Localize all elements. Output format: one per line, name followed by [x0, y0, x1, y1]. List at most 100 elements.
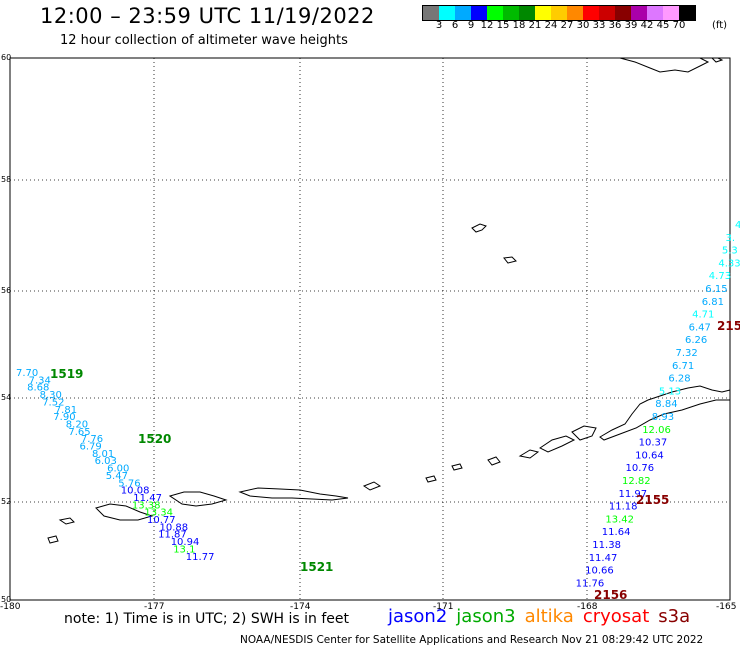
- wave-height-value: 11.18: [609, 502, 638, 513]
- color-scale-tick-label: 70: [672, 20, 686, 31]
- color-swatch: [567, 6, 583, 20]
- coastline-top-right: [619, 57, 710, 73]
- altimeter-tracks: 7.707.348.688.307.527.817.908.207.657.76…: [16, 220, 740, 602]
- pass-time-label: 1520: [138, 432, 171, 446]
- wave-height-value: 11.87: [158, 530, 187, 541]
- color-scale-tick-label: 33: [592, 20, 606, 31]
- color-swatch: [647, 6, 663, 20]
- wave-height-value: 11.47: [589, 553, 618, 564]
- color-swatch: [551, 6, 567, 20]
- wave-height-value: 10.94: [171, 537, 200, 548]
- wave-height-value: 7.34: [29, 375, 51, 386]
- footer-credit: NOAA/NESDIS Center for Satellite Applica…: [240, 634, 704, 646]
- island-chain-mid-1: [451, 463, 463, 471]
- color-scale-unit: (ft): [712, 20, 728, 31]
- color-scale-tick-label: 6: [451, 20, 459, 31]
- wave-height-value: 11.77: [186, 552, 215, 563]
- color-scale-tick-label: 3: [435, 20, 443, 31]
- latitude-label: 58: [1, 175, 12, 184]
- color-scale-tick-label: 30: [576, 20, 590, 31]
- color-scale-tick-label: 9: [467, 20, 475, 31]
- legend-item-altika: altika: [524, 606, 574, 627]
- wave-height-value: 8.01: [92, 449, 114, 460]
- longitude-label: -168: [577, 602, 598, 612]
- wave-height-value: 8.84: [655, 399, 677, 410]
- color-swatch: [663, 6, 679, 20]
- pass-time-label: 2155: [717, 319, 740, 333]
- wave-height-value: 7.76: [81, 434, 103, 445]
- color-scale-tick-label: 12: [480, 20, 494, 31]
- wave-height-value: 4.: [735, 220, 740, 231]
- latitude-label: 54: [1, 393, 12, 402]
- wave-height-value: 4.71: [692, 310, 714, 321]
- wave-height-value: 6.81: [702, 297, 724, 308]
- color-scale-tick-label: 42: [640, 20, 654, 31]
- wave-height-value: 10.88: [160, 522, 189, 533]
- page-subtitle: 12 hour collection of altimeter wave hei…: [60, 33, 348, 48]
- pass-time-label: 2155: [636, 493, 669, 507]
- wave-height-value: 6.71: [672, 361, 694, 372]
- island-chain-mid-3: [362, 481, 382, 491]
- color-swatch: [423, 6, 439, 20]
- longitude-label: -177: [144, 602, 165, 612]
- island-chain-mid-2: [425, 475, 437, 483]
- wave-height-value: 13.38: [132, 500, 161, 511]
- wave-height-value: 10.08: [121, 486, 150, 497]
- wave-height-value: 7.65: [68, 427, 90, 438]
- wave-height-value: 4.33: [718, 258, 740, 269]
- color-scale-labels: 3 6 9 12 15 18 21 24 27 30 33 36 39 42 45 70: [422, 20, 732, 34]
- wave-height-value: 5.3: [722, 246, 738, 257]
- color-swatch: [455, 6, 471, 20]
- color-swatch: [503, 6, 519, 20]
- color-swatch: [615, 6, 631, 20]
- color-scale-tick-label: 36: [608, 20, 622, 31]
- color-swatch: [631, 6, 647, 20]
- wave-height-value: 10.37: [639, 438, 668, 449]
- wave-height-value: 5.47: [106, 471, 128, 482]
- wave-height-value: 13.1: [173, 544, 195, 555]
- wave-height-value: 11.76: [576, 578, 605, 589]
- satellite-legend: jason2 jason3 altika cryosat s3a: [388, 606, 699, 627]
- altimeter-track: 4. 3. 5.34.33 4.73 6.15 6.81 4.716.47 6.26 7.32 6…: [576, 220, 740, 602]
- color-scale-tick-label: 18: [512, 20, 526, 31]
- color-scale-bar: [422, 5, 696, 21]
- longitude-label: -165: [716, 602, 737, 612]
- legend-item-jason3: jason3: [456, 606, 516, 627]
- legend-item-cryosat: cryosat: [582, 606, 650, 627]
- wave-height-value: 11.38: [592, 540, 621, 551]
- wave-height-value: 10.64: [635, 450, 664, 461]
- wave-height-value: 7.52: [42, 397, 64, 408]
- color-swatch: [471, 6, 487, 20]
- wave-height-value: 7.90: [53, 412, 75, 423]
- color-swatch: [535, 6, 551, 20]
- wave-height-value: 8.20: [66, 419, 88, 430]
- wave-height-value: 8.30: [40, 390, 62, 401]
- longitude-label: -180: [0, 602, 21, 612]
- unimak-island: [571, 425, 597, 441]
- map-frame: [9, 57, 731, 601]
- color-swatch: [439, 6, 455, 20]
- longitude-label: -171: [433, 602, 454, 612]
- wave-height-value: 5.76: [118, 478, 140, 489]
- islands-of-four-mountains: [487, 456, 501, 466]
- wave-height-value: 8.93: [652, 412, 674, 423]
- wave-height-value: 6.15: [705, 284, 727, 295]
- andreanof-islands: [238, 487, 349, 501]
- wave-height-value: 4.73: [709, 271, 731, 282]
- color-scale-tick-label: 24: [544, 20, 558, 31]
- color-swatch: [679, 6, 695, 20]
- altimeter-track: 7.707.348.688.307.527.817.908.207.657.76…: [16, 367, 333, 574]
- legend-item-jason2: jason2: [388, 606, 448, 627]
- wave-height-value: 10.77: [147, 515, 176, 526]
- near-islands-1: [95, 503, 154, 521]
- latitude-label: 52: [1, 497, 12, 506]
- wave-height-value: 10.76: [626, 463, 655, 474]
- wave-height-value: 13.34: [144, 508, 173, 519]
- color-swatch: [599, 6, 615, 20]
- near-islands-3: [47, 535, 59, 544]
- wave-height-value: 10.66: [585, 566, 614, 577]
- wave-height-value: 6.03: [95, 456, 117, 467]
- pass-time-label: 1519: [50, 367, 83, 381]
- pribilof-island-1: [471, 223, 487, 233]
